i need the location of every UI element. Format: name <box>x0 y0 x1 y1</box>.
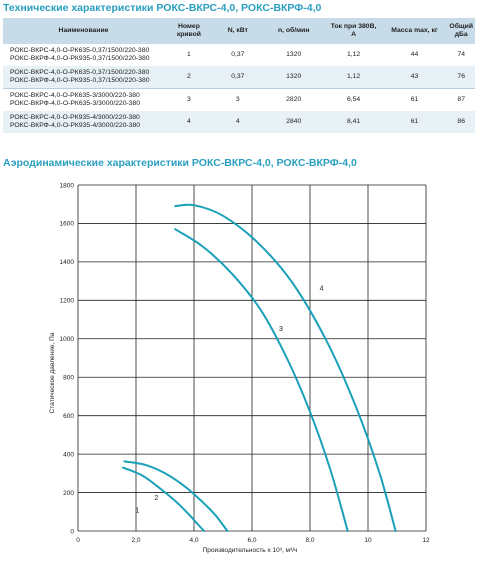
cell-rpm: 2840 <box>261 111 326 133</box>
cell-power: 0,37 <box>231 51 245 58</box>
table-row: РОКС-ВКРС-4,0-О-РК635-0,37/1500/220-380 Р… <box>3 44 475 66</box>
x-tick-label: 12 <box>422 537 430 544</box>
specs-header-row: Наименование Номер кривой N, кВт n, об/м… <box>3 18 475 44</box>
specs-table: Наименование Номер кривой N, кВт n, об/м… <box>3 18 475 133</box>
model-name: РОКС-ВКРС-4,0-О-РК635-0,37/1500/220-380 <box>10 69 150 76</box>
series-line-2 <box>123 460 229 532</box>
y-tick-label: 600 <box>63 413 74 420</box>
header-power: N, кВт <box>213 18 262 44</box>
model-name: РОКС-ВКРФ-4,0-О-РК935-0,37/1500/220-380 <box>10 77 150 84</box>
cell-rpm: 1320 <box>261 66 326 89</box>
cell-power: 4 <box>213 111 262 133</box>
y-tick-label: 1400 <box>60 259 75 266</box>
cell-mass: 61 <box>381 111 448 133</box>
y-tick-label: 400 <box>63 451 74 458</box>
y-tick-labels: 0 200 400 600 800 1000 1200 1400 1600 1800 <box>60 182 75 535</box>
pressure-flow-chart: 0 200 400 600 800 1000 1200 1400 1600 1800 0 2,0 4,… <box>49 182 430 554</box>
header-rpm: n, об/мин <box>261 18 326 44</box>
model-name: РОКС-ВКРС-4,0-О-РК635-0,37/1500/220-380 <box>10 47 150 54</box>
x-tick-label: 10 <box>364 537 372 544</box>
cell-mass: 44 <box>410 51 419 58</box>
y-tick-label: 1600 <box>60 221 75 228</box>
x-tick-label: 4,0 <box>189 537 198 544</box>
header-noise: Общий дБа <box>447 18 475 44</box>
x-tick-label: 8,0 <box>305 537 314 544</box>
y-tick-label: 200 <box>63 490 74 497</box>
cell-rpm: 2820 <box>261 88 326 111</box>
cell-name: РОКС-ВКРС-4,0-О-РК935-4/3000/220-380 РОКС… <box>3 111 164 133</box>
y-tick-label: 1200 <box>60 298 75 305</box>
series-label: 3 <box>279 326 283 333</box>
series-line-1 <box>122 466 206 532</box>
header-curve: Номер кривой <box>163 18 214 44</box>
header-name: Наименование <box>3 18 164 44</box>
cell-current: 6,54 <box>325 88 382 111</box>
series-line-4 <box>174 203 397 532</box>
model-name: РОКС-ВКРС-4,0-О-РК935-4/3000/220-380 <box>10 114 140 121</box>
cell-current: 8,41 <box>325 111 382 133</box>
series-label: 1 <box>135 508 139 515</box>
cell-noise: 76 <box>447 66 475 89</box>
cell-rpm: 1320 <box>286 51 302 58</box>
cell-noise: 87 <box>447 88 475 111</box>
table-row: РОКС-ВКРС-4,0-О-РК935-4/3000/220-380 РОКС… <box>3 111 475 133</box>
model-name: РОКС-ВКРФ-4,0-О-РК935-4/3000/220-380 <box>10 122 141 129</box>
x-tick-label: 2,0 <box>131 537 140 544</box>
x-tick-label: 6,0 <box>247 537 256 544</box>
cell-mass: 61 <box>381 88 448 111</box>
header-mass: Масса max, кг <box>381 18 448 44</box>
series-label: 4 <box>320 286 324 293</box>
x-tick-labels: 0 2,0 4,0 6,0 8,0 10 12 <box>76 537 430 544</box>
table-row: РОКС-ВКРС-4,0-О-РК635-3/3000/220-380 РОКС… <box>3 88 475 111</box>
cell-current: 1,12 <box>346 51 361 58</box>
cell-current: 1,12 <box>325 66 382 89</box>
chart-series: 1 2 3 4 <box>122 203 397 532</box>
cell-curve: 2 <box>163 66 214 89</box>
model-name: РОКС-ВКРС-4,0-О-РК635-3/3000/220-380 <box>10 92 140 99</box>
cell-name: РОКС-ВКРС-4,0-О-РК635-0,37/1500/220-380 Р… <box>3 44 164 66</box>
cell-power: 3 <box>213 88 262 111</box>
cell-power: 0,37 <box>213 66 262 89</box>
aero-title: Аэродинамические характеристики РОКС-ВКР… <box>3 157 357 169</box>
cell-name: РОКС-ВКРС-4,0-О-РК635-0,37/1500/220-380 Р… <box>3 66 164 89</box>
y-tick-label: 800 <box>63 375 74 382</box>
series-line-3 <box>174 228 349 532</box>
table-row: РОКС-ВКРС-4,0-О-РК635-0,37/1500/220-380 Р… <box>3 66 475 89</box>
chart-grid <box>77 184 427 532</box>
header-current: Ток при 380В, А <box>325 18 382 44</box>
x-axis-label: Производительность x 10³, м³/ч <box>203 547 298 554</box>
specs-title: Технические характеристики РОКС-ВКРС-4,0… <box>3 2 322 14</box>
y-tick-label: 0 <box>70 528 74 535</box>
y-tick-label: 1800 <box>60 182 75 189</box>
cell-noise: 86 <box>447 111 475 133</box>
model-name: РОКС-ВКРФ-4,0-О-РК635-3/3000/220-380 <box>10 100 141 107</box>
series-label: 2 <box>154 495 158 502</box>
y-tick-label: 1000 <box>60 336 75 343</box>
cell-mass: 43 <box>381 66 448 89</box>
cell-curve: 3 <box>163 88 214 111</box>
x-tick-label: 0 <box>76 537 80 544</box>
cell-noise: 74 <box>457 51 465 58</box>
model-name: РОКС-ВКРФ-4,0-О-РК935-0,37/1500/220-380 <box>10 55 150 62</box>
y-axis-label: Статическое давление, Па <box>49 332 56 413</box>
cell-curve: 4 <box>163 111 214 133</box>
cell-name: РОКС-ВКРС-4,0-О-РК635-3/3000/220-380 РОКС… <box>3 88 164 111</box>
cell-curve: 1 <box>187 51 191 58</box>
